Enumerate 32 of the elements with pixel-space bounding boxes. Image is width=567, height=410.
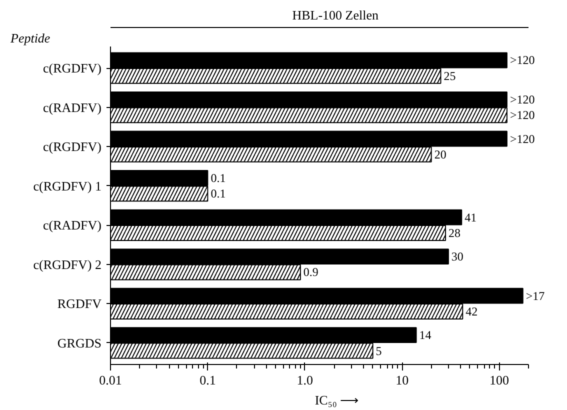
data-label: 20 [434,147,446,162]
data-label: >17 [526,288,545,303]
data-label: 28 [448,226,461,240]
x-tick-label: 1.0 [296,372,314,388]
y-tick-label: GRGDS [57,335,102,350]
x-tick-label: 0.1 [200,372,216,388]
y-tick-label: c(RADFV) [43,218,102,233]
y-axis-title: Peptide [10,30,50,46]
y-tick-label: c(RADFV) [43,100,102,115]
data-label: >120 [510,53,535,68]
y-tick-label: RGDFV [57,296,102,312]
data-label: >120 [510,132,535,146]
chart-title: HBL-100 Zellen [292,8,380,22]
x-axis-title: IC₅₀ ⟶ [314,392,360,408]
x-tick-label: 10 [396,372,409,388]
y-tick-label: c(RGDFV) 2 [33,256,102,272]
data-label: 14 [419,328,432,342]
x-tick-label: 100 [490,372,510,388]
data-label: 42 [466,304,478,318]
y-tick-label: c(RGDFV) [43,60,102,76]
data-label: 25 [444,68,456,83]
data-label: 0.1 [210,186,226,201]
data-label: 5 [376,344,382,358]
data-label: 0.1 [210,171,226,186]
data-label: 41 [464,210,477,224]
data-label: >120 [510,108,535,122]
data-label: 30 [451,250,464,264]
data-label: >120 [510,92,535,106]
y-tick-label: c(RGDFV) 1 [33,178,102,194]
y-tick-label: c(RGDFV) [43,139,102,154]
data-label: 0.9 [303,265,318,280]
x-tick-label: 0.01 [99,372,122,388]
